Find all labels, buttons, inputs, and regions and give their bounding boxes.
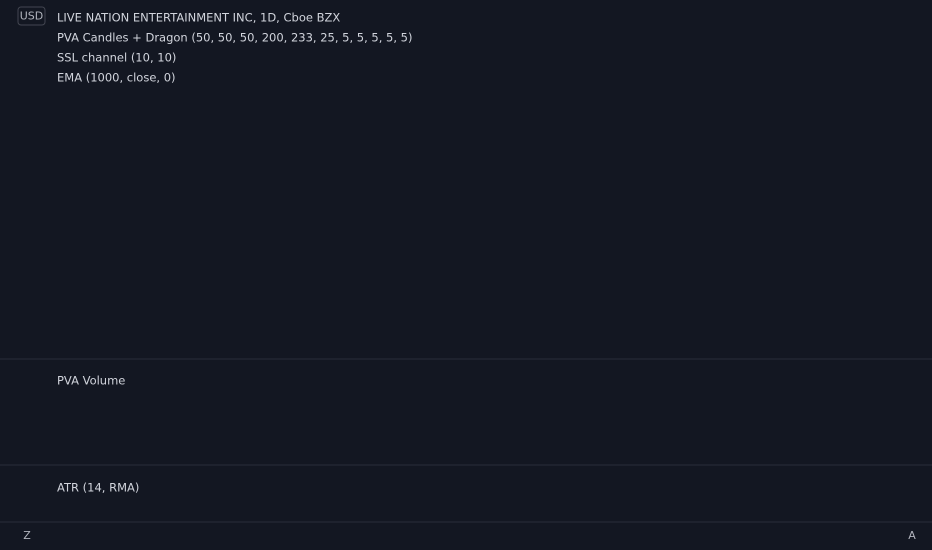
- chart-title: LIVE NATION ENTERTAINMENT INC, 1D, Cboe …: [57, 11, 340, 25]
- pane-title: PVA Volume: [57, 374, 125, 388]
- indicator-legend: PVA Candles + Dragon (50, 50, 50, 200, 2…: [57, 31, 412, 45]
- currency: USD: [20, 10, 44, 23]
- currency-box[interactable]: [17, 6, 46, 26]
- indicator-legend: SSL channel (10, 10): [57, 51, 176, 65]
- indicator-legend: EMA (1000, close, 0): [57, 71, 176, 85]
- pane-title: ATR (14, RMA): [57, 481, 139, 495]
- corner-button[interactable]: A: [908, 529, 916, 542]
- corner-button[interactable]: Z: [23, 529, 31, 542]
